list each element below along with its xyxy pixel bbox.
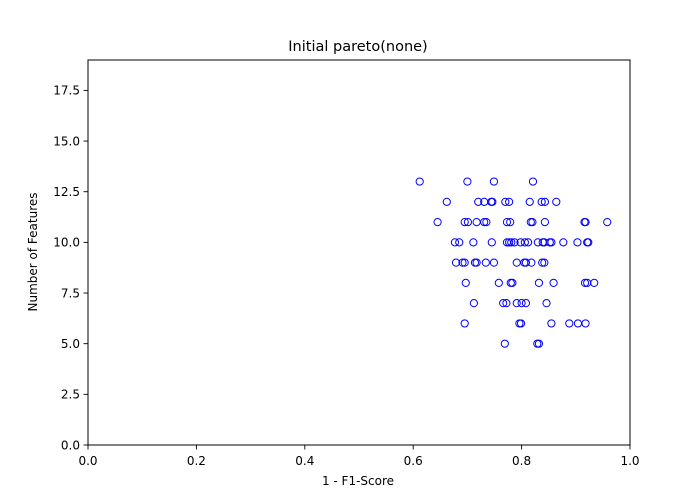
data-point [507,238,516,247]
data-point [463,177,472,186]
data-point [472,258,481,267]
chart-title: Initial pareto(none) [288,39,427,55]
data-point [547,319,556,328]
data-point [584,238,593,247]
data-point [590,278,599,287]
data-point [415,177,424,186]
data-point [534,339,544,348]
data-point [540,258,549,267]
data-point [508,278,517,287]
x-tick-label: 0.8 [512,454,531,468]
data-point [489,258,499,267]
data-point [552,197,561,206]
y-tick-label: 5.0 [61,337,80,351]
data-point [537,197,546,206]
data-point [499,299,508,308]
y-axis-label: Number of Features [26,193,40,312]
x-tick-label: 1.0 [620,454,639,468]
data-point [500,339,509,348]
data-point [505,238,514,247]
y-tick-label: 0.0 [61,438,80,452]
x-tick-label: 0.6 [404,454,423,468]
data-point [494,278,503,287]
data-point [510,238,519,247]
y-tick-label: 15.0 [53,134,80,148]
data-point [581,218,590,227]
data-point [489,177,499,186]
data-point [580,278,590,287]
data-point [528,177,538,186]
data-points-layer [415,177,612,348]
y-axis-ticks: 0.0 2.5 5.0 7.5 10.0 12.5 15.0 17.5 [53,84,88,452]
data-point [469,299,478,308]
data-point [450,238,460,247]
x-tick-label: 0.0 [78,454,97,468]
y-tick-label: 10.0 [53,236,80,250]
data-point [516,319,526,328]
data-point [559,238,568,247]
data-point [460,258,469,267]
data-point [512,299,521,308]
y-tick-label: 12.5 [53,185,80,199]
data-point [527,258,536,267]
data-point [547,238,556,247]
data-point [480,218,489,227]
data-point [521,299,531,308]
data-point [463,218,473,227]
data-point [528,218,537,227]
data-point [540,197,550,206]
data-point [461,278,470,287]
data-point [538,258,547,267]
x-axis-label: 1 - F1-Score [322,474,394,488]
data-point [505,197,514,206]
data-point [442,197,451,206]
y-tick-label: 7.5 [61,286,80,300]
data-point [458,258,467,267]
data-point [482,218,491,227]
data-point [487,238,496,247]
plot-frame [87,59,631,446]
data-point [542,299,551,308]
data-point [474,197,483,206]
data-point [549,278,558,287]
data-point [533,238,542,247]
data-point [455,238,464,247]
data-point [451,258,461,267]
data-point [603,218,612,227]
data-point [573,238,582,247]
data-point [481,258,490,267]
y-tick-label: 2.5 [61,388,80,402]
data-point [525,197,534,206]
y-tick-label: 17.5 [53,84,80,98]
data-point [534,278,544,287]
data-point [540,218,550,227]
data-point [521,258,531,267]
data-point [501,197,510,206]
data-point [517,299,526,308]
data-point [460,218,469,227]
data-point [469,238,478,247]
data-point [433,218,442,227]
x-tick-label: 0.4 [295,454,314,468]
data-point [524,238,533,247]
data-point [502,218,512,227]
data-point [502,299,511,308]
data-point [460,319,469,328]
data-point [488,197,497,206]
data-point [506,218,515,227]
data-point [565,319,574,328]
x-tick-label: 0.2 [187,454,206,468]
data-point [581,319,590,328]
data-point [520,238,529,247]
x-axis-ticks: 0.0 0.2 0.4 0.6 0.8 1.0 [78,445,640,468]
